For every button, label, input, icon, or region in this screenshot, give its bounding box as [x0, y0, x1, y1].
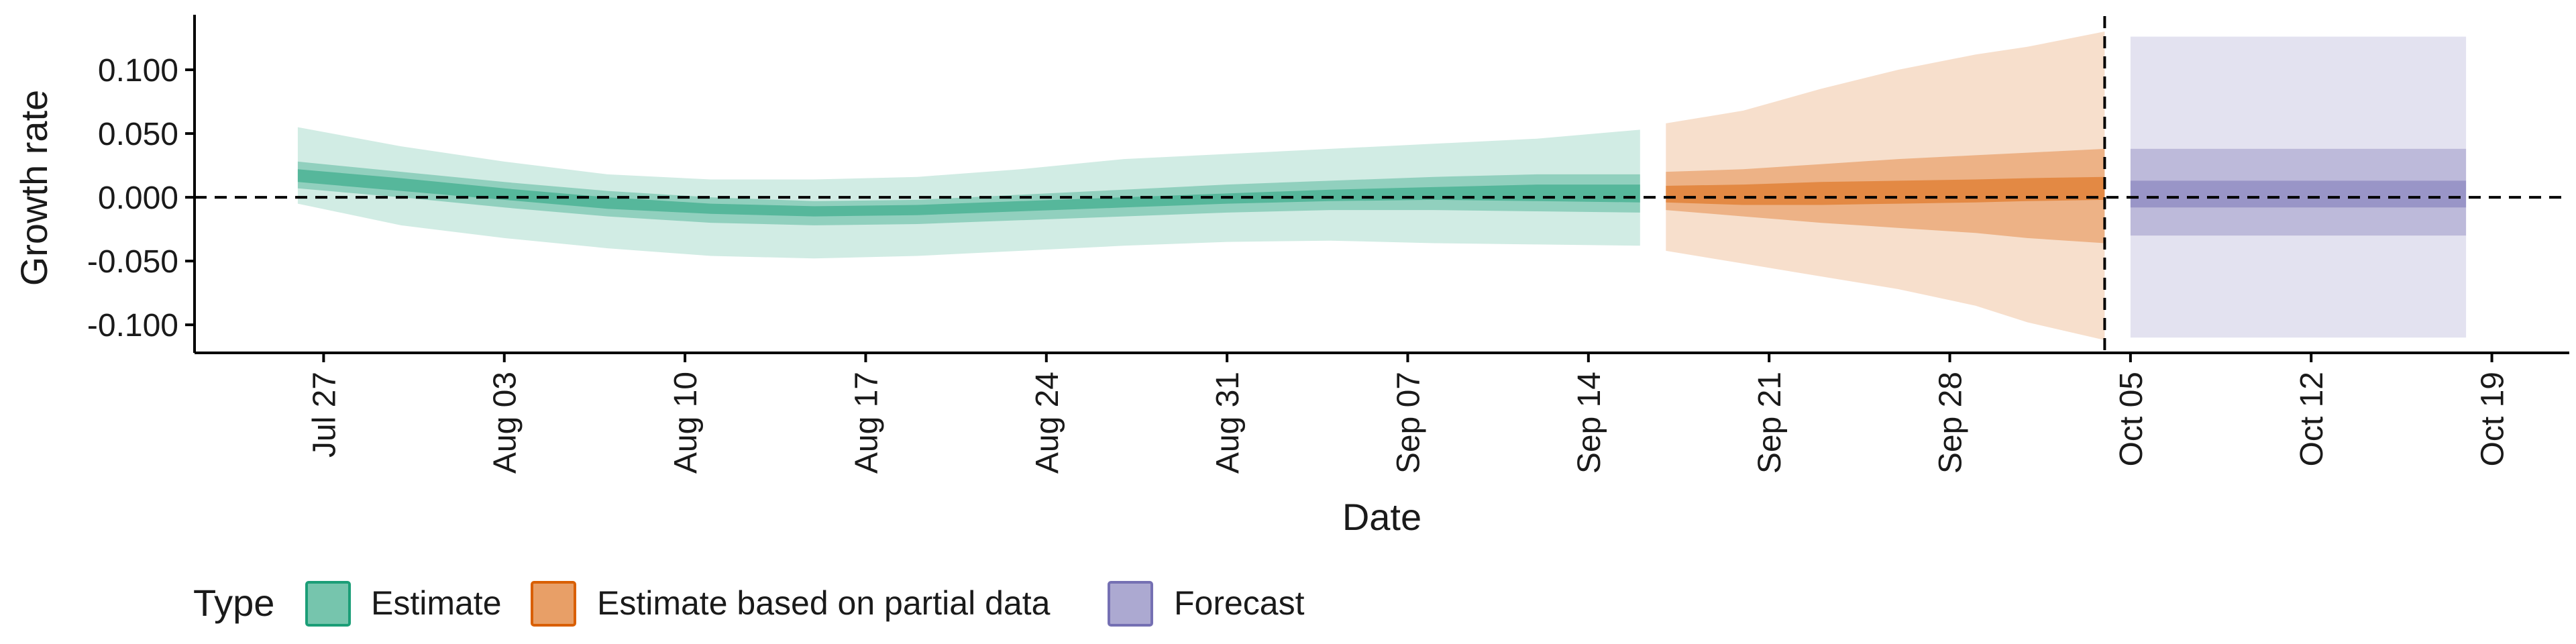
x-tick-label: Oct 05: [2114, 372, 2149, 466]
legend-label-partial: Estimate based on partial data: [597, 584, 1051, 622]
x-tick-label: Sep 07: [1391, 372, 1427, 474]
x-tick-label: Aug 17: [849, 372, 884, 474]
y-tick-label: -0.100: [87, 308, 178, 343]
x-tick-label: Sep 14: [1572, 372, 1607, 474]
legend-label-estimate: Estimate: [371, 584, 502, 622]
x-tick-label: Jul 27: [307, 372, 342, 458]
y-tick-label: 0.000: [98, 180, 178, 216]
x-tick-label: Oct 12: [2294, 372, 2330, 466]
band-estimate-90: [297, 127, 1640, 259]
legend: Type Estimate Estimate based on partial …: [193, 581, 1305, 627]
legend-label-forecast: Forecast: [1174, 584, 1305, 622]
legend-title: Type: [193, 582, 274, 624]
x-tick-label: Oct 19: [2475, 372, 2511, 466]
legend-swatch-forecast: [1108, 581, 1153, 627]
y-tick-label: 0.050: [98, 117, 178, 152]
x-tick-label: Sep 28: [1933, 372, 1969, 474]
plot-area: 0.100 0.050 0.000 -0.050 -0.100 Jul 27 Aug 03 A…: [87, 15, 2569, 474]
x-tick-label: Sep 21: [1752, 372, 1788, 474]
x-tick-label: Aug 03: [488, 372, 523, 474]
y-tick-label: -0.050: [87, 244, 178, 280]
legend-swatch-estimate: [305, 581, 351, 627]
y-tick-label: 0.100: [98, 53, 178, 89]
band-forecast-20: [2130, 180, 2467, 208]
x-axis-title: Date: [1342, 496, 1421, 538]
x-tick-label: Aug 24: [1030, 372, 1065, 474]
band-estimate-20: [297, 169, 1640, 217]
x-tick-label: Aug 31: [1210, 372, 1246, 474]
legend-swatch-partial: [531, 581, 576, 627]
y-axis-title: Growth rate: [13, 90, 55, 286]
x-tick-label: Aug 10: [668, 372, 704, 474]
